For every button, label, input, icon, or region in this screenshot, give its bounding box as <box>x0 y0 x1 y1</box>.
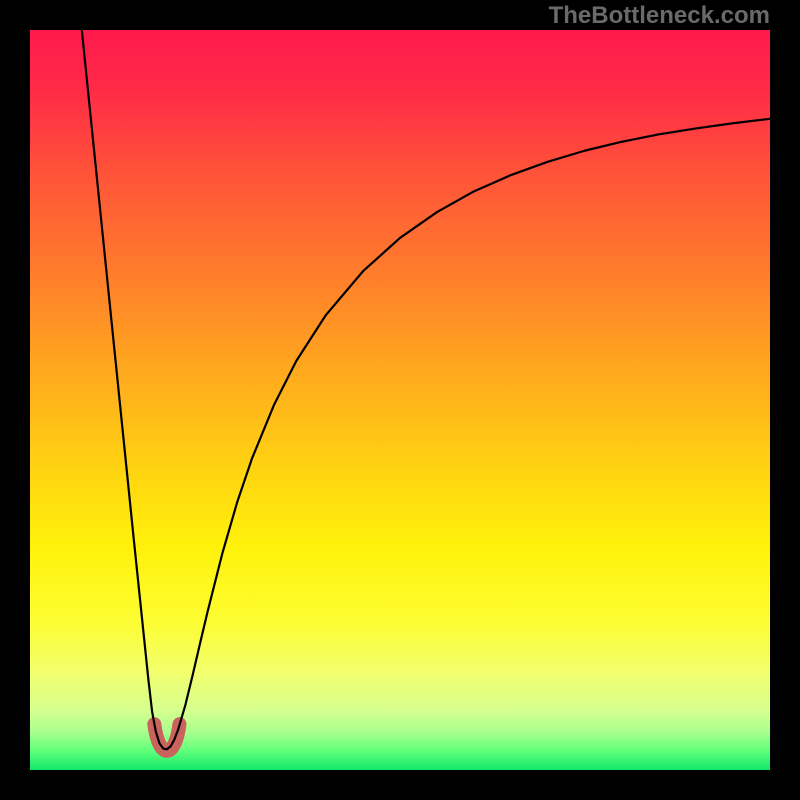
chart-frame: TheBottleneck.com <box>0 0 800 800</box>
plot-background <box>30 30 770 770</box>
watermark-text: TheBottleneck.com <box>549 2 770 30</box>
bottleneck-curve-plot <box>0 0 800 800</box>
